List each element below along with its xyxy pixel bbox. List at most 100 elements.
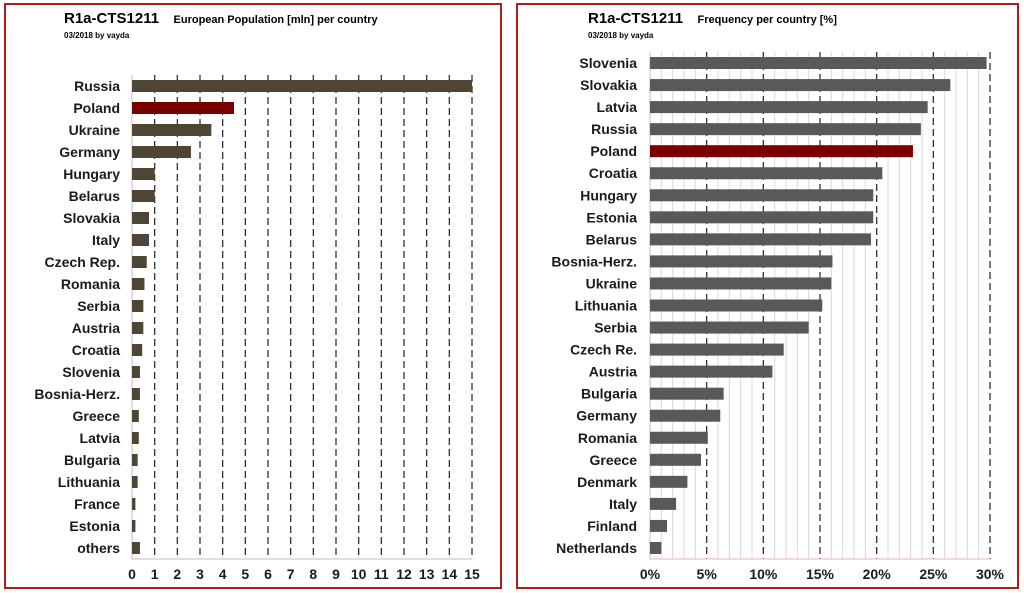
category-label: Latvia bbox=[80, 430, 121, 446]
x-tick-label: 15 bbox=[464, 566, 480, 582]
x-tick-label: 12 bbox=[396, 566, 412, 582]
x-tick-label: 10 bbox=[351, 566, 367, 582]
bar bbox=[132, 322, 144, 334]
x-tick-label: 6 bbox=[264, 566, 272, 582]
category-label: Estonia bbox=[69, 518, 120, 534]
category-label: Slovenia bbox=[62, 364, 120, 380]
x-tick-label: 14 bbox=[442, 566, 458, 582]
bar bbox=[132, 388, 140, 400]
bar bbox=[132, 234, 149, 246]
bar bbox=[650, 519, 667, 532]
x-tick-label: 10% bbox=[749, 566, 778, 582]
category-label: Russia bbox=[74, 78, 120, 94]
category-label: Greece bbox=[73, 408, 121, 424]
category-label: Croatia bbox=[72, 342, 120, 358]
bar bbox=[650, 101, 928, 114]
x-tick-label: 9 bbox=[332, 566, 340, 582]
x-tick-label: 25% bbox=[919, 566, 948, 582]
category-label: Romania bbox=[578, 430, 637, 446]
category-label: Slovakia bbox=[63, 210, 120, 226]
category-label: Italy bbox=[609, 496, 637, 512]
category-label: Belarus bbox=[69, 188, 121, 204]
chart-byline: 03/2018 by vayda bbox=[64, 31, 130, 40]
bar bbox=[650, 255, 833, 268]
category-label: Latvia bbox=[597, 99, 638, 115]
chart-title: R1a-CTS1211 bbox=[588, 10, 684, 27]
bar bbox=[650, 211, 874, 224]
x-tick-label: 8 bbox=[309, 566, 317, 582]
frequency-bar-chart: Slovenia Slovakia Latvia Russia Poland Croati… bbox=[551, 52, 1005, 582]
chart-title-block: R1a-CTS1211 Frequency per country [%] bbox=[588, 10, 837, 28]
bar bbox=[650, 145, 913, 158]
bar bbox=[650, 365, 773, 378]
category-label: Netherlands bbox=[556, 540, 637, 556]
bar bbox=[650, 497, 677, 510]
category-label: Bulgaria bbox=[581, 386, 637, 402]
bar bbox=[132, 80, 472, 92]
bar bbox=[650, 277, 832, 290]
population-bar-chart: Russia Poland Ukraine Germany Hungary Belarus… bbox=[34, 75, 480, 582]
category-label: Estonia bbox=[586, 209, 637, 225]
category-label: Czech Re. bbox=[570, 342, 637, 358]
chart-title: R1a-CTS1211 bbox=[64, 10, 160, 27]
category-label: others bbox=[77, 540, 120, 556]
category-label: Finland bbox=[587, 518, 637, 534]
bar bbox=[650, 299, 823, 312]
bar bbox=[132, 432, 139, 444]
bar bbox=[132, 102, 234, 114]
category-label: Russia bbox=[591, 121, 637, 137]
category-label: Bulgaria bbox=[64, 452, 120, 468]
x-tick-label: 2 bbox=[173, 566, 181, 582]
bar bbox=[132, 476, 138, 488]
category-label: Ukraine bbox=[69, 122, 121, 138]
x-tick-label: 15% bbox=[806, 566, 835, 582]
bar bbox=[132, 410, 139, 422]
bar bbox=[650, 409, 721, 422]
bar bbox=[132, 256, 147, 268]
bar bbox=[650, 387, 724, 400]
chart-title-block: R1a-CTS1211 European Population [mln] pe… bbox=[64, 10, 378, 28]
bar bbox=[650, 453, 701, 466]
category-label: Romania bbox=[61, 276, 120, 292]
x-tick-label: 20% bbox=[863, 566, 892, 582]
category-label: Slovenia bbox=[579, 55, 637, 71]
category-label: Lithuania bbox=[58, 474, 120, 490]
bar bbox=[132, 344, 143, 356]
bar bbox=[132, 366, 140, 378]
category-label: Lithuania bbox=[575, 298, 637, 314]
category-label: Serbia bbox=[594, 320, 637, 336]
chart-panel-frequency: R1a-CTS1211 Frequency per country [%] 03… bbox=[516, 3, 1019, 589]
bar bbox=[650, 343, 784, 356]
bar bbox=[132, 454, 138, 466]
bar bbox=[132, 278, 145, 290]
bar bbox=[132, 190, 155, 202]
category-label: Austria bbox=[589, 364, 637, 380]
x-tick-label: 0 bbox=[128, 566, 136, 582]
x-tick-label: 4 bbox=[219, 566, 227, 582]
category-label: Greece bbox=[590, 452, 638, 468]
category-label: Slovakia bbox=[580, 77, 637, 93]
x-tick-label: 11 bbox=[374, 566, 389, 582]
bar bbox=[650, 233, 871, 246]
bar bbox=[650, 189, 874, 202]
x-tick-label: 1 bbox=[151, 566, 159, 582]
x-tick-label: 5% bbox=[697, 566, 718, 582]
x-tick-label: 7 bbox=[287, 566, 295, 582]
bar bbox=[650, 167, 883, 180]
bar bbox=[132, 212, 149, 224]
bar bbox=[132, 520, 136, 532]
category-label: Bosnia-Herz. bbox=[551, 253, 637, 269]
x-tick-label: 5 bbox=[241, 566, 249, 582]
category-label: Czech Rep. bbox=[45, 254, 120, 270]
category-label: France bbox=[74, 496, 120, 512]
bar bbox=[132, 498, 136, 510]
category-label: Bosnia-Herz. bbox=[34, 386, 120, 402]
bar bbox=[650, 57, 987, 70]
chart-subtitle: Frequency per country [%] bbox=[697, 14, 837, 26]
category-label: Serbia bbox=[77, 298, 120, 314]
category-label: Austria bbox=[72, 320, 120, 336]
x-tick-label: 30% bbox=[976, 566, 1005, 582]
category-label: Denmark bbox=[577, 474, 637, 490]
x-tick-label: 0% bbox=[640, 566, 661, 582]
bar bbox=[650, 123, 921, 136]
